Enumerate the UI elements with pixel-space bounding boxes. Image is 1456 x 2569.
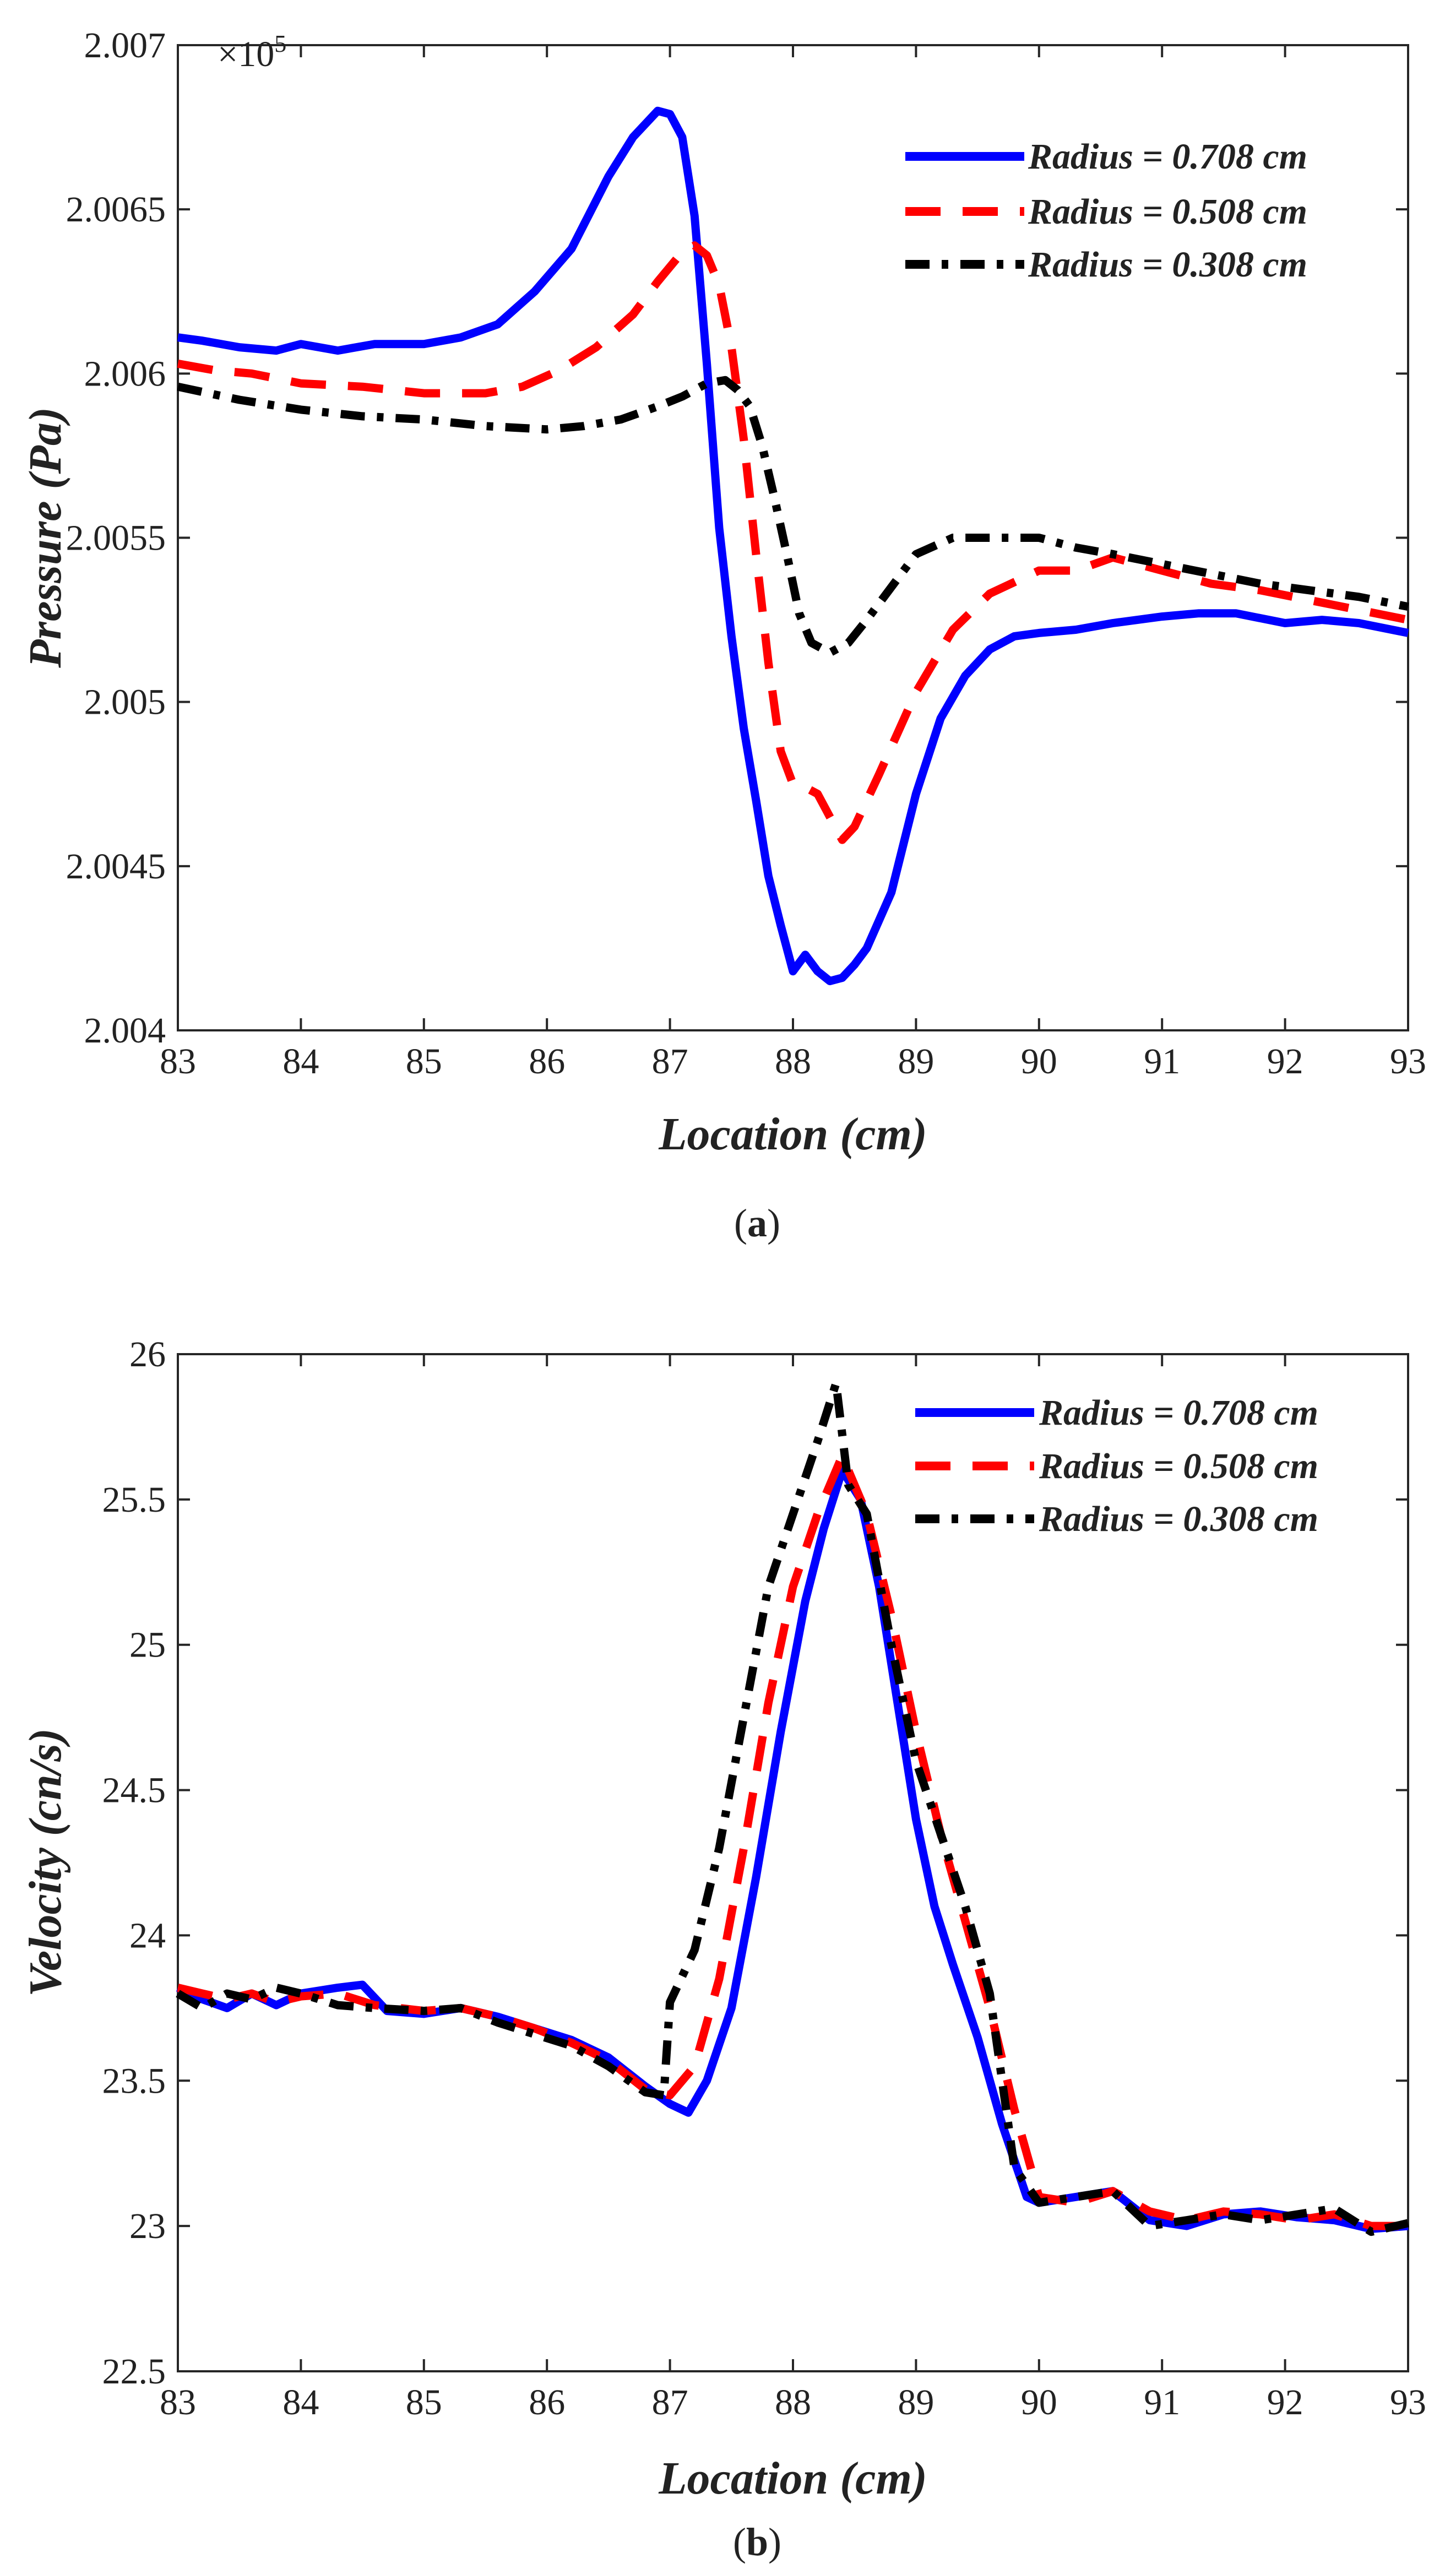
y-tick-label: 23.5 <box>102 2061 166 2101</box>
y-tick-label: 23 <box>129 2206 166 2246</box>
y-tick-label: 24.5 <box>102 1770 166 1811</box>
y-tick-label: 2.0065 <box>66 189 166 230</box>
x-tick-label: 92 <box>1267 1041 1303 1082</box>
x-tick-label: 88 <box>775 2382 811 2423</box>
x-axis-label: Location (cm) <box>658 1109 927 1160</box>
pressure-chart: 83 84 85 86 87 88 89 90 91 92 93 2.0042.00452.0052… <box>20 25 1426 1245</box>
x-tick-label: 92 <box>1267 2382 1303 2423</box>
panel-caption-b: (b) <box>733 2520 781 2564</box>
y-tick-label: 2.0045 <box>66 846 166 887</box>
legend-label-0308: Radius = 0.308 cm <box>1028 245 1307 285</box>
legend: Radius = 0.708 cm Radius = 0.508 cm Radi… <box>915 1393 1318 1539</box>
y-axis-label: Velocity (cn/s) <box>20 1728 71 1997</box>
y-tick-label: 25 <box>129 1625 166 1665</box>
x-tick-label: 84 <box>282 2382 319 2423</box>
x-tick-label: 86 <box>529 2382 565 2423</box>
legend-label-0708: Radius = 0.708 cm <box>1039 1393 1318 1433</box>
y-tick-label: 24 <box>129 1915 166 1956</box>
y-tick-label: 2.0055 <box>66 518 166 558</box>
x-tick-label: 93 <box>1390 1041 1426 1082</box>
x-tick-label: 90 <box>1021 2382 1057 2423</box>
y-tick-label: 2.004 <box>84 1011 166 1051</box>
legend-label-0508: Radius = 0.508 cm <box>1039 1446 1318 1486</box>
x-tick-label: 87 <box>652 2382 688 2423</box>
x-tick-label: 86 <box>529 1041 565 1082</box>
x-tick-label: 87 <box>652 1041 688 1082</box>
velocity-chart: 83 84 85 86 87 88 89 90 91 92 93 22.52323.52424.52… <box>20 1334 1426 2564</box>
x-tick-label: 89 <box>898 2382 934 2423</box>
y-axis-label: Pressure (Pa) <box>20 407 71 669</box>
x-axis-label: Location (cm) <box>658 2453 927 2504</box>
x-tick-label: 91 <box>1144 2382 1180 2423</box>
x-tick-label: 84 <box>282 1041 319 1082</box>
y-tick-label: 2.005 <box>84 682 166 723</box>
x-tick-label: 85 <box>406 1041 442 1082</box>
x-tick-label: 85 <box>406 2382 442 2423</box>
x-tick-label: 90 <box>1021 1041 1057 1082</box>
x-tick-label: 91 <box>1144 1041 1180 1082</box>
x-tick-label: 93 <box>1390 2382 1426 2423</box>
legend-label-0308: Radius = 0.308 cm <box>1039 1499 1318 1539</box>
y-tick-label: 26 <box>129 1334 166 1375</box>
y-tick-label: 2.007 <box>84 25 166 66</box>
x-tick-label: 89 <box>898 1041 934 1082</box>
legend: Radius = 0.708 cm Radius = 0.508 cm Radi… <box>905 137 1307 285</box>
legend-label-0508: Radius = 0.508 cm <box>1028 192 1307 232</box>
panel-caption-a: (a) <box>734 1201 780 1245</box>
y-tick-label: 22.5 <box>102 2351 166 2392</box>
y-tick-label: 25.5 <box>102 1480 166 1520</box>
y-tick-label: 2.006 <box>84 354 166 394</box>
figure: 83 84 85 86 87 88 89 90 91 92 93 2.0042.00452.0052… <box>0 0 1456 2569</box>
legend-label-0708: Radius = 0.708 cm <box>1028 137 1307 177</box>
x-tick-label: 88 <box>775 1041 811 1082</box>
